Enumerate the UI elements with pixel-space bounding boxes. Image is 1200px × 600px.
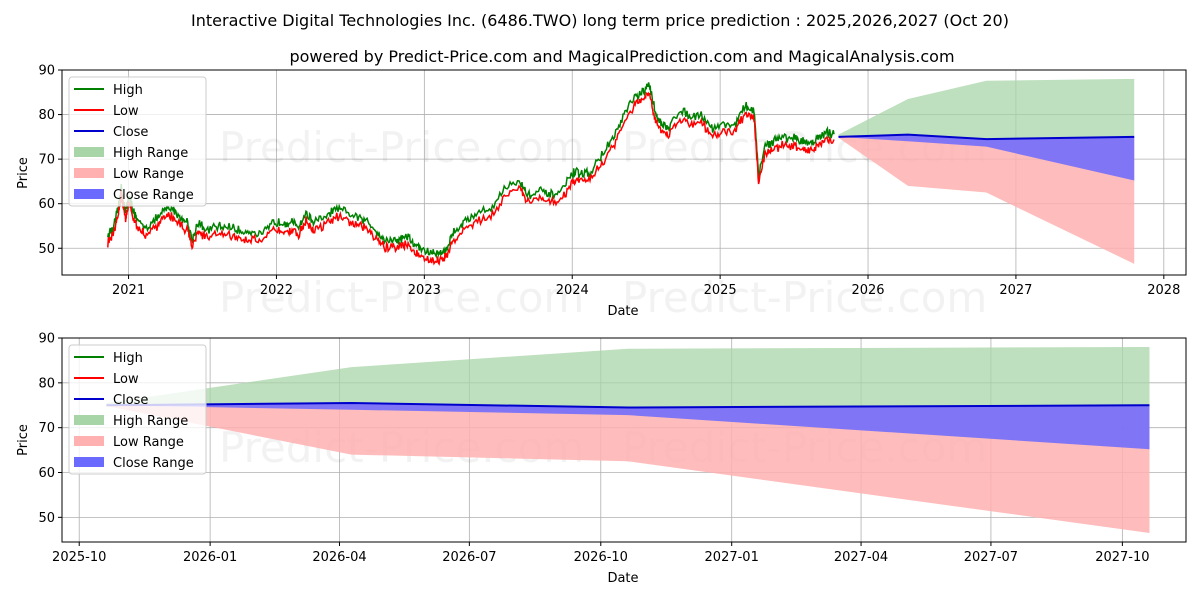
y-tick-label: 80	[38, 376, 55, 391]
x-axis-label: Date	[607, 571, 638, 586]
y-tick-label: 90	[38, 332, 55, 347]
legend-label: High	[113, 83, 143, 98]
x-tick-label: 2027-04	[834, 550, 888, 565]
y-tick-label: 70	[38, 153, 55, 168]
forecast-series	[106, 346, 1150, 534]
legend-label: High	[113, 351, 143, 366]
high-range-band	[106, 346, 1150, 408]
legend-swatch	[74, 147, 104, 157]
forecast-frame	[61, 337, 1187, 543]
low-range-band	[838, 134, 1135, 264]
high-range-band	[838, 78, 1135, 140]
y-tick-label: 50	[38, 242, 55, 257]
history-ticks: 2021 2022 2023 2024 2025 2026 2027 2028 50 60 70 80…	[38, 64, 1180, 299]
history-series	[107, 78, 1135, 266]
legend-label: High Range	[113, 414, 188, 429]
x-tick-label: 2024	[556, 283, 589, 298]
watermark: Predict-Price.com	[219, 273, 584, 322]
x-tick-label: 2023	[408, 283, 441, 298]
y-tick-label: 60	[38, 466, 55, 481]
x-tick-label: 2026-10	[574, 550, 628, 565]
forecast-legend: High Low Close High Range Low Range Close Ran…	[68, 344, 207, 475]
legend-label: High Range	[113, 146, 188, 161]
low-line	[107, 91, 835, 266]
legend-label: Low Range	[113, 167, 184, 182]
high-line	[107, 82, 835, 260]
legend-label: Close Range	[113, 456, 194, 471]
close-line	[106, 402, 1150, 409]
x-tick-label: 2027	[999, 283, 1032, 298]
x-tick-label: 2026-01	[183, 550, 237, 565]
watermark: Predict-Price.com	[622, 273, 987, 322]
legend-label: Low	[113, 104, 139, 119]
y-tick-label: 80	[38, 108, 55, 123]
legend-label: Close Range	[113, 188, 194, 203]
y-tick-label: 70	[38, 421, 55, 436]
x-tick-label: 2025	[704, 283, 737, 298]
close-range-band	[106, 403, 1150, 450]
y-tick-label: 90	[38, 64, 55, 79]
x-tick-label: 2026	[851, 283, 884, 298]
legend-label: Close	[113, 125, 148, 140]
x-tick-label: 2028	[1147, 283, 1180, 298]
x-tick-label: 2027-10	[1095, 550, 1149, 565]
close-line	[838, 133, 1135, 141]
x-tick-label: 2022	[260, 283, 293, 298]
history-panel: Predict-Price.com Predict-Price.com Pred…	[16, 64, 1187, 322]
chart-subtitle: powered by Predict-Price.com and Magical…	[289, 47, 954, 66]
y-tick-label: 60	[38, 197, 55, 212]
x-tick-label: 2021	[112, 283, 145, 298]
x-tick-label: 2025-10	[52, 550, 106, 565]
forecast-ticks: 2025-10 2026-01 2026-04 2026-07 2026-10 2027-…	[38, 332, 1149, 566]
legend-swatch	[74, 415, 104, 425]
legend-swatch	[74, 168, 104, 178]
legend-label: Low	[113, 372, 139, 387]
y-axis-label: Price	[16, 424, 31, 456]
y-axis-label: Price	[16, 157, 31, 189]
legend-swatch	[74, 189, 104, 199]
x-axis-label: Date	[607, 304, 638, 319]
low-range-band	[106, 403, 1150, 534]
x-tick-label: 2027-01	[705, 550, 759, 565]
x-tick-label: 2026-07	[442, 550, 496, 565]
legend-label: Close	[113, 393, 148, 408]
legend-swatch	[74, 457, 104, 467]
forecast-panel: Predict-Price.com Predict-Price.com 2025…	[16, 332, 1187, 586]
x-tick-label: 2026-04	[312, 550, 366, 565]
chart-title: Interactive Digital Technologies Inc. (6…	[191, 11, 1009, 30]
history-frame	[61, 69, 1187, 276]
x-tick-label: 2027-07	[964, 550, 1018, 565]
history-legend: High Low Close High Range Low Range Close Ran…	[68, 76, 207, 207]
watermark: Predict-Price.com	[219, 123, 584, 172]
legend-label: Low Range	[113, 435, 184, 450]
close-range-band	[838, 134, 1135, 181]
y-tick-label: 50	[38, 511, 55, 526]
legend-swatch	[74, 436, 104, 446]
